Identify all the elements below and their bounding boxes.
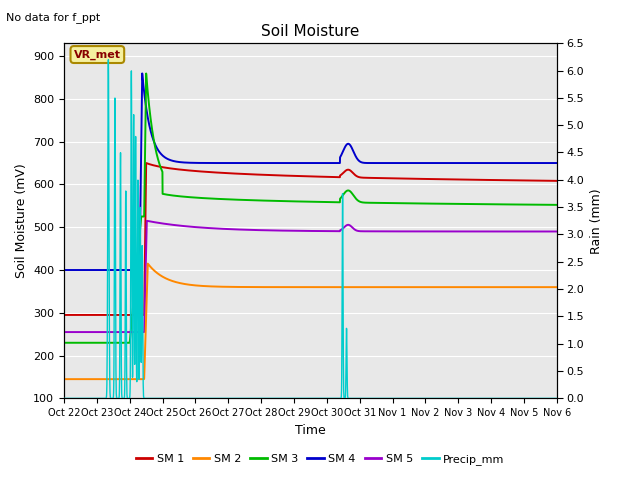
Title: Soil Moisture: Soil Moisture bbox=[261, 24, 360, 39]
Y-axis label: Rain (mm): Rain (mm) bbox=[590, 188, 603, 253]
Text: VR_met: VR_met bbox=[74, 49, 121, 60]
Text: No data for f_ppt: No data for f_ppt bbox=[6, 12, 100, 23]
Legend: SM 1, SM 2, SM 3, SM 4, SM 5, Precip_mm: SM 1, SM 2, SM 3, SM 4, SM 5, Precip_mm bbox=[131, 450, 509, 469]
Y-axis label: Soil Moisture (mV): Soil Moisture (mV) bbox=[15, 163, 28, 278]
X-axis label: Time: Time bbox=[295, 424, 326, 437]
